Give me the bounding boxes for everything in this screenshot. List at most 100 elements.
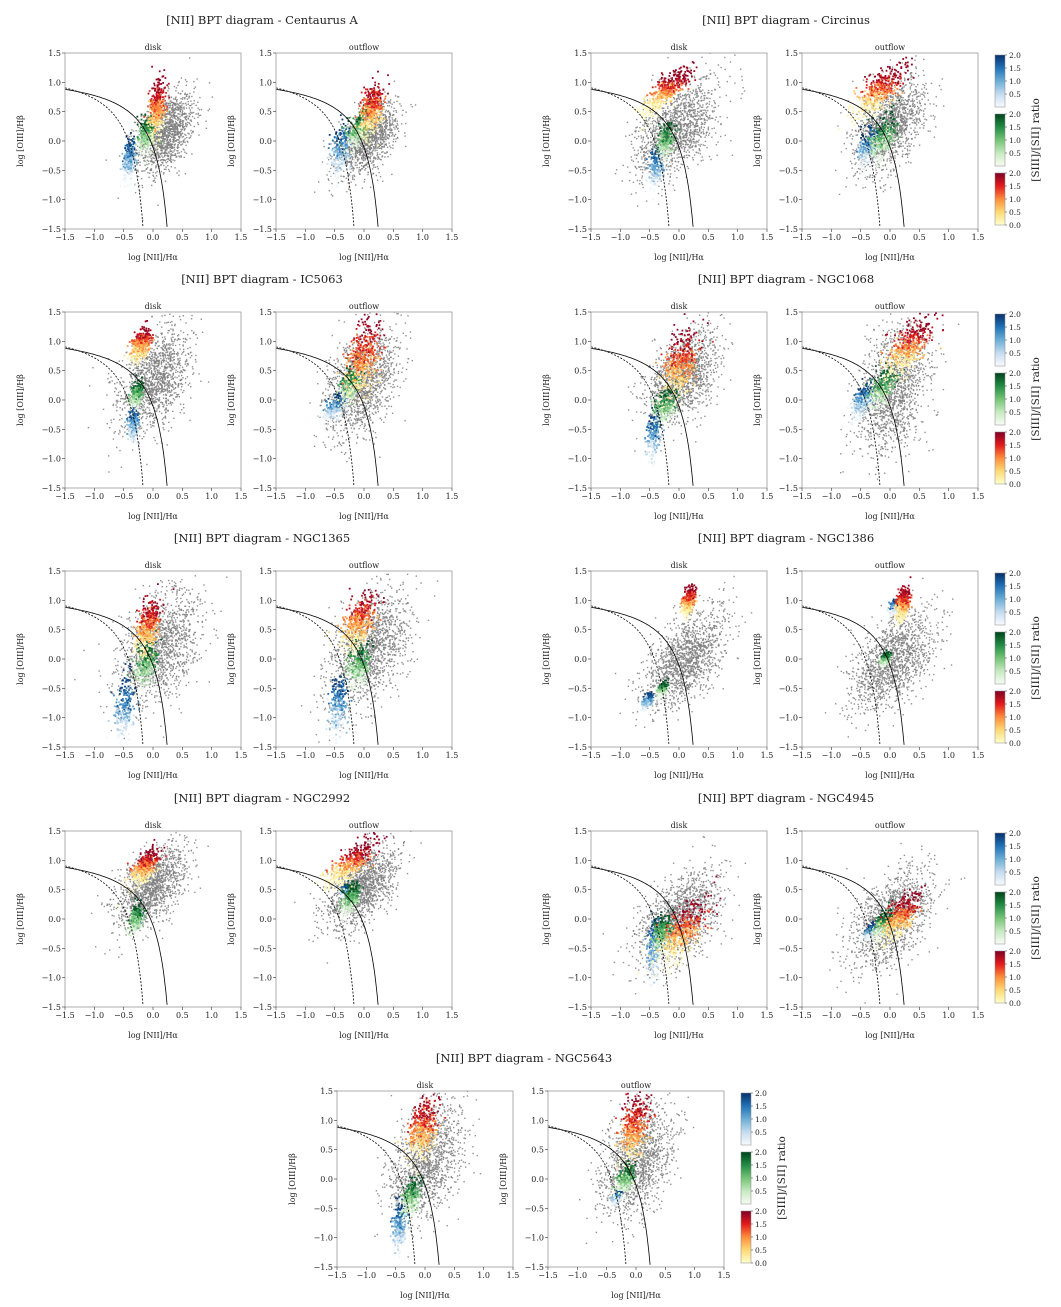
- grey-point: [156, 152, 159, 155]
- blue-point: [335, 150, 337, 153]
- grey-point: [363, 165, 366, 167]
- grey-point: [379, 111, 381, 114]
- green-point: [354, 123, 357, 126]
- grey-point: [174, 126, 177, 128]
- grey-point: [670, 173, 672, 175]
- blue-point: [348, 153, 351, 156]
- grey-point: [361, 146, 364, 148]
- grey-point: [386, 125, 388, 127]
- blue-point: [344, 135, 347, 138]
- grey-point: [365, 143, 368, 145]
- grey-point: [389, 99, 392, 101]
- blue-point: [124, 177, 127, 180]
- grey-point: [165, 134, 167, 137]
- green-point: [353, 140, 356, 143]
- grey-point: [368, 129, 370, 131]
- grey-point: [690, 129, 692, 131]
- grey-point: [688, 111, 691, 113]
- green-point: [144, 141, 147, 143]
- green-point: [148, 139, 151, 141]
- grey-point: [144, 154, 146, 156]
- blue-point: [331, 187, 333, 189]
- grey-point: [366, 147, 368, 150]
- grey-point: [318, 181, 320, 183]
- blue-point: [337, 138, 339, 140]
- grey-point: [389, 111, 391, 114]
- grey-point: [358, 171, 360, 173]
- grey-point: [195, 113, 197, 115]
- grey-point: [180, 151, 183, 153]
- grey-point: [376, 140, 379, 142]
- grey-point: [170, 124, 173, 126]
- red-point: [363, 111, 366, 114]
- grey-point: [158, 145, 160, 148]
- red-point: [367, 117, 370, 120]
- grey-point: [163, 138, 165, 141]
- red-point: [153, 122, 156, 125]
- grey-point: [347, 174, 350, 176]
- grey-point: [180, 133, 182, 136]
- red-point: [361, 99, 364, 101]
- red-point: [373, 91, 376, 94]
- grey-point: [719, 86, 721, 88]
- grey-point: [178, 174, 180, 177]
- blue-point: [124, 167, 127, 169]
- grey-point: [152, 171, 154, 174]
- blue-point: [339, 163, 342, 166]
- grey-point: [349, 127, 352, 129]
- grey-point: [166, 144, 168, 146]
- green-point: [148, 152, 151, 154]
- grey-point: [174, 130, 176, 132]
- grey-point: [168, 125, 170, 127]
- blue-point: [132, 143, 135, 145]
- grey-point: [167, 142, 169, 145]
- grey-point: [164, 180, 167, 182]
- red-point: [367, 112, 369, 115]
- grey-point: [172, 117, 174, 119]
- grey-point: [166, 161, 169, 163]
- red-point: [152, 105, 154, 107]
- grey-point: [172, 128, 174, 131]
- grey-point: [379, 129, 382, 131]
- red-point: [378, 108, 381, 111]
- grey-point: [167, 136, 169, 138]
- red-point: [368, 92, 370, 94]
- grey-point: [163, 152, 165, 154]
- red-point: [156, 115, 158, 117]
- red-point: [157, 134, 160, 136]
- red-point: [151, 134, 154, 137]
- blue-point: [344, 163, 347, 165]
- grey-point: [176, 115, 178, 117]
- grey-point: [364, 151, 366, 153]
- red-point: [377, 97, 379, 100]
- grey-point: [359, 147, 361, 149]
- blue-point: [124, 163, 127, 166]
- grey-point: [188, 96, 190, 98]
- grey-point: [383, 145, 385, 147]
- blue-point: [129, 149, 132, 151]
- grey-point: [172, 109, 174, 111]
- grey-point: [152, 161, 154, 163]
- red-point: [157, 95, 160, 97]
- grey-point: [685, 85, 687, 87]
- grey-point: [166, 105, 168, 107]
- grey-point: [168, 168, 170, 171]
- red-point: [164, 77, 167, 79]
- red-point: [153, 111, 155, 114]
- red-point: [371, 106, 374, 109]
- blue-point: [337, 176, 339, 179]
- grey-point: [353, 146, 355, 148]
- grey-point: [178, 132, 181, 134]
- blue-point: [333, 152, 336, 154]
- grey-point: [382, 140, 384, 142]
- grey-point: [379, 135, 381, 138]
- blue-point: [340, 133, 343, 135]
- grey-point: [383, 106, 385, 108]
- red-point: [364, 139, 367, 142]
- grey-point: [158, 155, 161, 157]
- grey-point: [153, 157, 156, 160]
- grey-point: [176, 128, 178, 130]
- grey-point: [378, 137, 380, 139]
- grey-point: [174, 132, 176, 134]
- blue-point: [127, 166, 130, 168]
